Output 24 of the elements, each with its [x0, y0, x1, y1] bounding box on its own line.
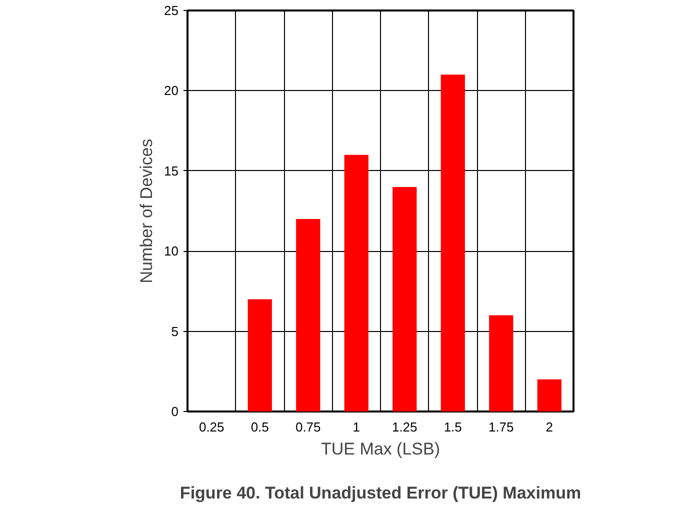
y-tick-label: 0: [171, 404, 179, 419]
x-tick-label: 1.25: [392, 420, 418, 434]
bar: [296, 219, 320, 412]
bar: [489, 315, 514, 412]
caption: Figure 40. Total Unadjusted Error (TUE) Maximum: [180, 484, 582, 502]
x-tick-label: 0.75: [295, 420, 321, 434]
x-tick-label: 0.25: [198, 420, 224, 434]
bar: [344, 154, 368, 412]
bar: [537, 379, 562, 412]
bar: [392, 186, 417, 412]
y-tick-label: 15: [164, 163, 179, 178]
y-tick-label: 20: [164, 83, 179, 98]
x-tick-label: 0.5: [250, 420, 269, 434]
x-axis-title: TUE Max (LSB): [320, 440, 440, 458]
bar: [248, 299, 272, 412]
x-tick-label: 1: [352, 420, 360, 434]
x-tick-label: 2: [546, 420, 553, 434]
x-tick-label: 1.75: [488, 420, 514, 434]
bar: [440, 74, 465, 412]
y-tick-label: 10: [164, 244, 179, 259]
y-tick-label: 5: [171, 324, 179, 339]
x-tick-label: 1.5: [444, 420, 462, 434]
y-tick-label: 25: [164, 3, 179, 18]
y-axis-title: Number of Devices: [137, 138, 156, 284]
